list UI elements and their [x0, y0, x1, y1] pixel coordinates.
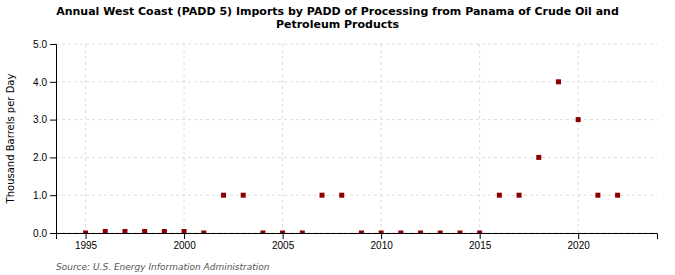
tick: 3.0	[33, 114, 56, 125]
plot: 1995 2000 2005 2010 2015 2020 0.0 1.0 2.0 3.0 4.0 5…	[33, 39, 657, 251]
grid-line-y	[56, 157, 657, 158]
grid-line-x	[479, 44, 480, 233]
chart: 1995 2000 2005 2010 2015 2020 0.0 1.0 2.0 3.0 4.0 5…	[0, 0, 675, 275]
tick-mark	[578, 233, 579, 239]
tick-mark	[50, 82, 56, 83]
tick-mark	[50, 195, 56, 196]
tick: 2.0	[33, 152, 56, 163]
point	[517, 193, 522, 198]
point	[162, 229, 167, 233]
tick-label: 2015	[469, 240, 492, 251]
tick: 0.0	[33, 228, 56, 239]
point	[122, 229, 127, 233]
tick: 2000	[173, 233, 196, 251]
point	[556, 79, 561, 84]
tick-mark	[283, 233, 284, 239]
point	[280, 231, 285, 234]
annotation: Source: U.S. Energy Information Administ…	[56, 262, 270, 272]
point	[201, 231, 206, 234]
grid-line-y	[56, 81, 657, 82]
axis-line	[57, 234, 658, 240]
tick-label: 2000	[173, 240, 196, 251]
grid-line-x	[381, 44, 382, 233]
tick-mark	[381, 233, 382, 239]
tick: 5.0	[33, 39, 56, 50]
grid-line-y	[56, 195, 657, 196]
title: Annual West Coast (PADD 5) Imports by PA…	[56, 5, 619, 31]
tick-mark	[184, 233, 185, 239]
point	[398, 231, 403, 234]
tick-label: 4.0	[33, 77, 47, 88]
point	[142, 229, 147, 233]
point	[221, 193, 226, 198]
tick-label: 2.0	[33, 152, 47, 163]
point	[536, 155, 541, 160]
point	[418, 231, 423, 234]
tick-label: 1995	[75, 240, 98, 251]
point	[103, 229, 108, 233]
grid-line-x	[184, 44, 185, 233]
tick-label: 1.0	[33, 190, 47, 201]
point	[300, 231, 305, 234]
point	[83, 231, 88, 234]
tick-mark	[86, 233, 87, 239]
point	[497, 193, 502, 198]
tick: 2005	[272, 233, 295, 251]
tick-mark	[50, 233, 56, 234]
point	[182, 229, 187, 233]
point	[576, 117, 581, 122]
tick-label: 2020	[568, 240, 591, 251]
tick: 2020	[568, 233, 591, 251]
tick: 1995	[75, 233, 98, 251]
y-axis-title: Thousand Barrels per Day	[5, 74, 16, 205]
tick-label: 2010	[371, 240, 394, 251]
point	[241, 193, 246, 198]
point	[320, 193, 325, 198]
x-axis: 1995 2000 2005 2010 2015 2020	[57, 233, 658, 251]
tick-label: 0.0	[33, 228, 47, 239]
tick: 2010	[371, 233, 394, 251]
grid-line-y	[56, 44, 657, 45]
tick-mark	[50, 44, 56, 45]
tick: 1.0	[33, 190, 56, 201]
point	[359, 231, 364, 234]
axis-line	[50, 45, 57, 234]
point	[260, 231, 265, 234]
grid-line-x	[282, 44, 283, 233]
point	[379, 231, 384, 234]
y-axis: 0.0 1.0 2.0 3.0 4.0 5.0	[33, 39, 56, 239]
tick: 4.0	[33, 77, 56, 88]
tick-label: 5.0	[33, 39, 47, 50]
point	[339, 193, 344, 198]
point	[477, 231, 482, 234]
grid	[56, 44, 657, 233]
tick-mark	[50, 157, 56, 158]
grid-line-y	[56, 119, 657, 120]
grid-line-x	[85, 44, 86, 233]
grid-line-x	[578, 44, 579, 233]
tick-mark	[480, 233, 481, 239]
point	[615, 193, 620, 198]
tick-label: 3.0	[33, 114, 47, 125]
point	[457, 231, 462, 234]
tick-mark	[50, 120, 56, 121]
point	[595, 193, 600, 198]
tick-label: 2005	[272, 240, 295, 251]
tick: 2015	[469, 233, 492, 251]
point	[438, 231, 443, 234]
points	[83, 79, 620, 233]
